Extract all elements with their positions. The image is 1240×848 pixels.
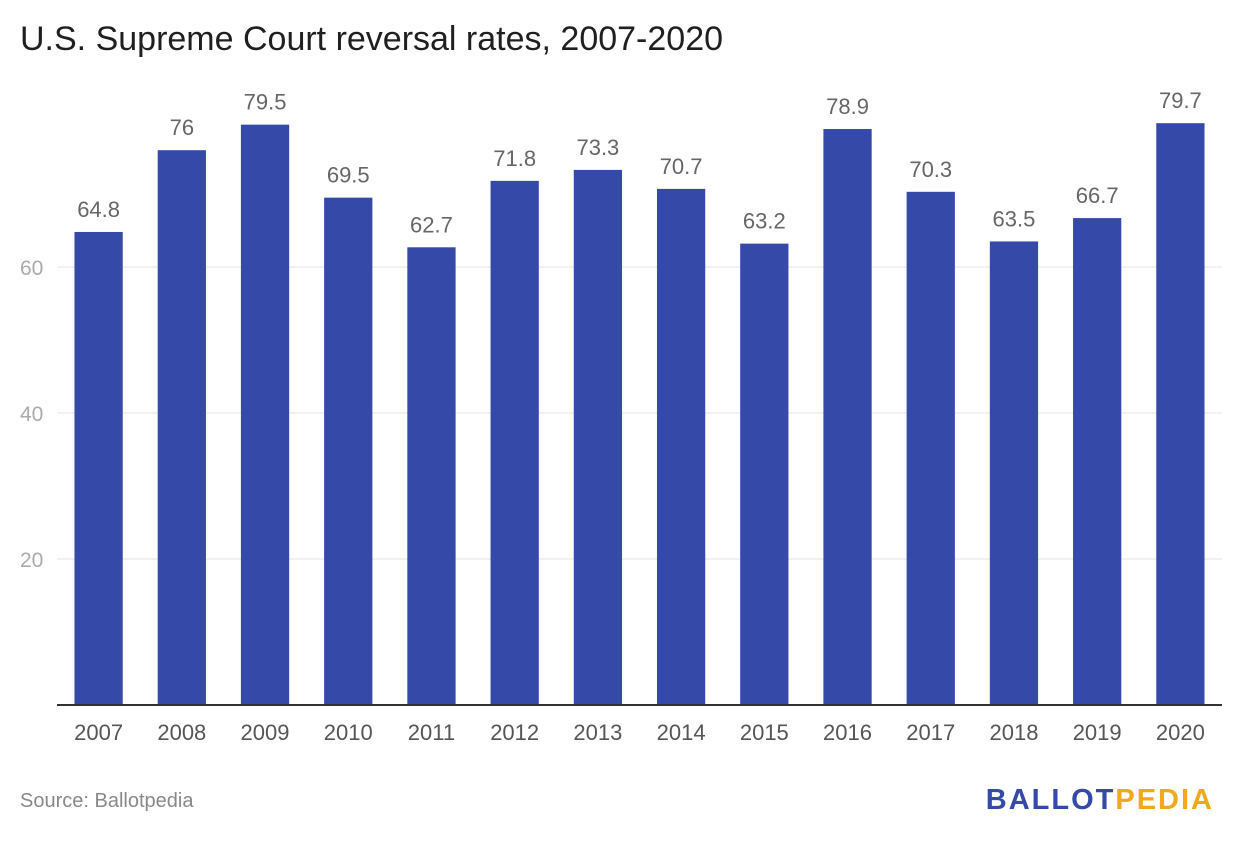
x-tick-label: 2013: [573, 720, 622, 745]
data-label-2014: 70.7: [660, 154, 703, 179]
data-label-2012: 71.8: [493, 146, 536, 171]
ballotpedia-logo: BALLOTPEDIA: [986, 784, 1214, 817]
x-tick-label: 2020: [1156, 720, 1205, 745]
bar-2016: [823, 129, 872, 705]
x-tick-label: 2009: [241, 720, 290, 745]
x-tick-label: 2007: [74, 720, 123, 745]
bar-2009: [240, 124, 290, 705]
bar-2008: [157, 150, 206, 705]
x-tick-label: 2011: [408, 720, 455, 745]
x-tick-label: 2017: [906, 720, 955, 745]
chart-title: U.S. Supreme Court reversal rates, 2007-…: [20, 20, 724, 58]
bars: [74, 123, 1205, 706]
x-tick-label: 2018: [989, 720, 1038, 745]
bar-2020: [1156, 123, 1205, 705]
x-tick-label: 2012: [490, 720, 539, 745]
y-tick-label: 60: [20, 257, 43, 280]
data-labels: 64.8 76 79.5 69.5 62.7 71.8 73.3 70.7 63.2 78.9 70…: [77, 88, 1202, 237]
x-tick-label: 2010: [324, 720, 373, 745]
bar-2010: [324, 197, 373, 705]
bar-2017: [906, 191, 955, 705]
bar-2014: [656, 188, 706, 705]
bar-2015: [740, 243, 789, 705]
y-tick-label: 20: [20, 549, 43, 572]
data-label-2020: 79.7: [1159, 88, 1202, 113]
data-label-2010: 69.5: [327, 163, 370, 188]
logo-ballot: BALLOT: [985, 784, 1116, 816]
source-note: Source: Ballotpedia: [20, 790, 194, 812]
bar-2018: [989, 241, 1039, 705]
y-tick-label: 40: [20, 403, 43, 426]
x-tick-label: 2008: [157, 720, 206, 745]
gridlines: [57, 266, 1222, 560]
y-axis-ticks: 20 40 60: [20, 257, 43, 572]
x-tick-label: 2016: [823, 720, 872, 745]
bar-2019: [1073, 218, 1122, 705]
x-tick-label: 2019: [1073, 720, 1122, 745]
data-label-2008: 76: [170, 115, 194, 140]
bar-2011: [407, 247, 456, 706]
x-tick-label: 2014: [657, 720, 706, 745]
data-label-2015: 63.2: [743, 209, 786, 234]
bar-2013: [573, 169, 623, 705]
data-label-2011: 62.7: [410, 212, 453, 237]
data-label-2019: 66.7: [1076, 183, 1119, 208]
logo-pedia: PEDIA: [1115, 784, 1214, 816]
bar-2012: [490, 180, 539, 706]
data-label-2013: 73.3: [576, 135, 619, 160]
data-label-2009: 79.5: [244, 90, 287, 115]
data-label-2016: 78.9: [826, 94, 869, 119]
data-label-2017: 70.3: [909, 157, 952, 182]
x-tick-label: 2015: [740, 720, 789, 745]
data-label-2018: 63.5: [993, 206, 1036, 231]
bar-2007: [74, 231, 123, 705]
data-label-2007: 64.8: [77, 197, 120, 222]
x-axis-labels: 2007 2008 2009 2010 2011 2012 2013 2014 2015 2016…: [74, 720, 1205, 745]
